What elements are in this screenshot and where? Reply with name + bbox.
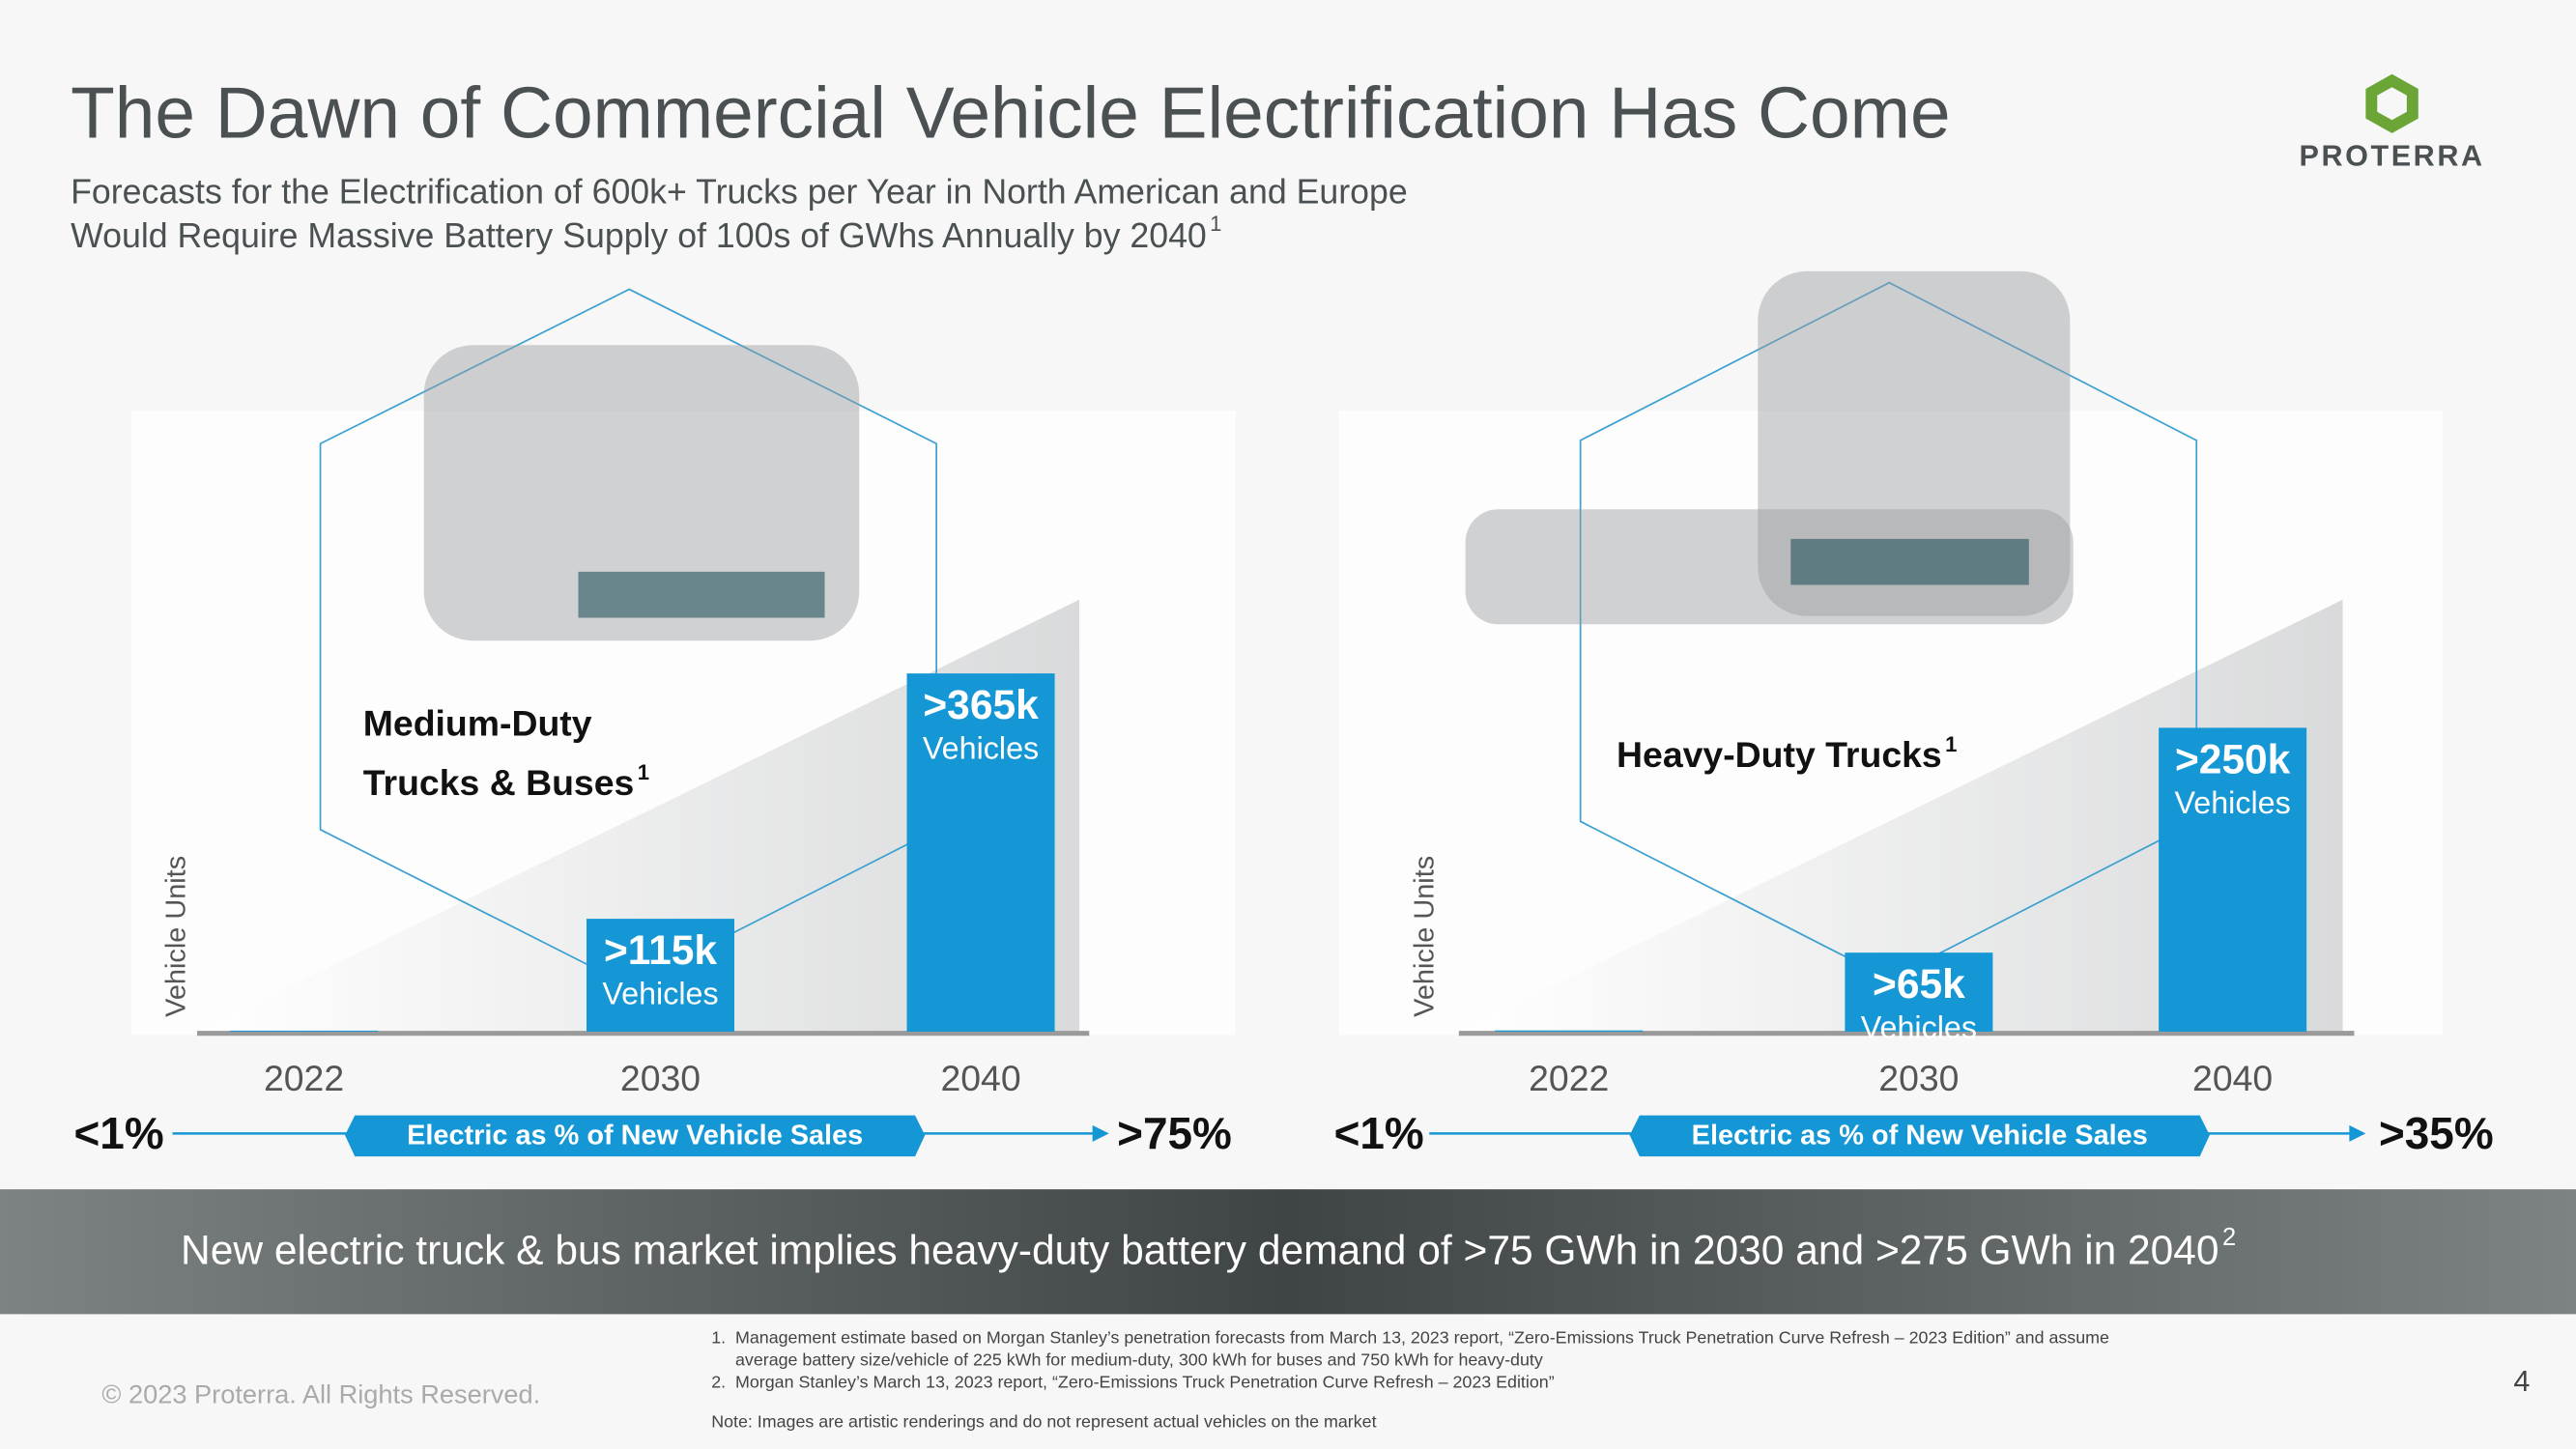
y-axis-label: Vehicle Units	[1409, 856, 1440, 1017]
background-wedge	[1458, 599, 2343, 1032]
x-tick-label: 2022	[264, 1058, 344, 1098]
vehicle-image	[1465, 509, 2074, 625]
arrow-head	[2349, 1124, 2366, 1142]
bar	[230, 1030, 379, 1032]
superscript: 2	[2222, 1224, 2236, 1251]
vehicle-image	[423, 345, 860, 641]
value-label: >365k	[923, 683, 1039, 728]
value-label: >250k	[2175, 737, 2291, 782]
share-label: Electric as % of New Vehicle Sales	[1692, 1120, 2148, 1151]
footnote-note: Note: Images are artistic renderings and…	[711, 1411, 1376, 1431]
share-box	[1629, 1115, 2210, 1157]
chart-title: Trucks & Buses	[363, 762, 635, 803]
share-box	[345, 1115, 926, 1157]
bar	[2159, 727, 2307, 1032]
share-start: <1%	[1334, 1108, 1424, 1158]
bar	[586, 919, 735, 1032]
x-tick-label: 2030	[1878, 1058, 1959, 1098]
share-start: <1%	[74, 1108, 164, 1158]
value-label: >115k	[604, 928, 717, 974]
page-number: 4	[2513, 1365, 2530, 1398]
banner	[0, 1189, 2576, 1315]
x-tick-label: 2022	[1529, 1058, 1609, 1098]
battery	[1790, 538, 2029, 585]
value-sublabel: Vehicles	[923, 731, 1039, 766]
chart-title: Heavy-Duty Trucks	[1617, 734, 1942, 775]
value-sublabel: Vehicles	[2174, 785, 2290, 820]
footnote: 1. Management estimate based on Morgan S…	[711, 1328, 2109, 1348]
title: The Dawn of Commercial Vehicle Electrifi…	[71, 71, 1950, 153]
arrow-head	[1092, 1124, 1109, 1142]
y-axis-label: Vehicle Units	[160, 856, 191, 1017]
bar	[1495, 1030, 1644, 1032]
banner-text: New electric truck & bus market implies …	[181, 1229, 2219, 1274]
subtitle: Would Require Massive Battery Supply of …	[71, 216, 1207, 255]
superscript: 1	[638, 760, 649, 784]
share-label: Electric as % of New Vehicle Sales	[407, 1120, 863, 1151]
x-tick-label: 2040	[940, 1058, 1020, 1098]
chart-title: Medium-Duty	[363, 703, 592, 744]
bar	[906, 673, 1055, 1032]
battery	[578, 571, 825, 618]
share-end: >75%	[1117, 1108, 1232, 1158]
logo-mark	[2377, 87, 2407, 121]
vehicle-image	[1758, 270, 2071, 616]
value-label: >65k	[1873, 962, 1965, 1008]
superscript: 1	[1945, 732, 1957, 756]
x-tick-label: 2040	[2192, 1058, 2273, 1098]
x-tick-label: 2030	[620, 1058, 701, 1098]
content: Forecasts for the Electrification of 600…	[71, 172, 2530, 1431]
value-sublabel: Vehicles	[602, 977, 718, 1011]
logo: PROTERRA	[2300, 73, 2485, 172]
superscript: 1	[1210, 212, 1221, 236]
background-wedge	[197, 599, 1080, 1032]
value-sublabel: Vehicles	[1861, 1010, 1977, 1045]
footnote: average battery size/vehicle of 225 kWh …	[711, 1350, 1543, 1370]
copyright: © 2023 Proterra. All Rights Reserved.	[101, 1379, 540, 1409]
share-end: >35%	[2379, 1108, 2494, 1158]
footnote: 2. Morgan Stanley’s March 13, 2023 repor…	[711, 1373, 1555, 1392]
bar	[1845, 952, 1993, 1032]
subtitle: Forecasts for the Electrification of 600…	[71, 172, 1408, 211]
logo-text: PROTERRA	[2300, 139, 2485, 172]
